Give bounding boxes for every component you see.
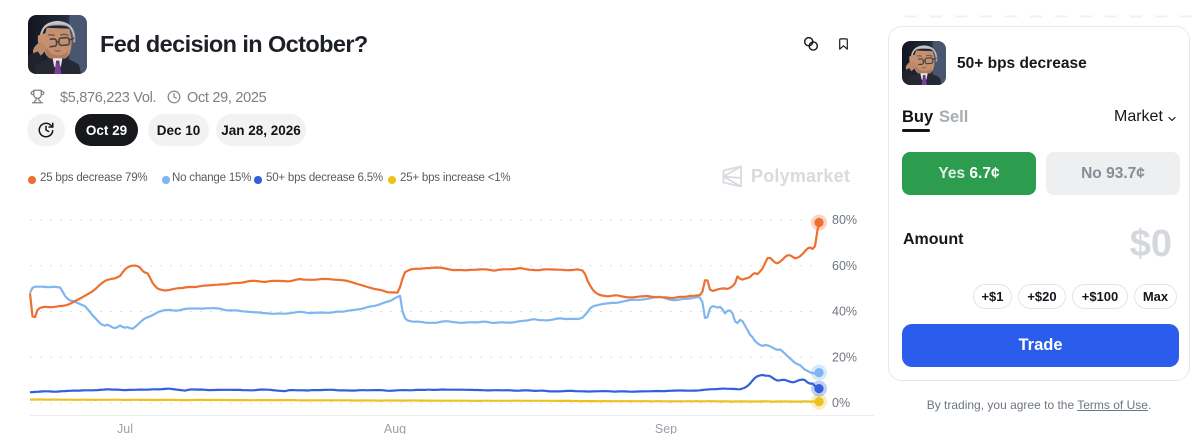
svg-text:Aug: Aug (384, 422, 406, 434)
svg-text:Sep: Sep (655, 422, 677, 434)
svg-text:20%: 20% (832, 350, 857, 364)
svg-text:Jul: Jul (117, 422, 133, 434)
svg-text:0%: 0% (832, 396, 850, 410)
svg-text:60%: 60% (832, 259, 857, 273)
svg-text:40%: 40% (832, 305, 857, 319)
svg-text:80%: 80% (832, 213, 857, 227)
